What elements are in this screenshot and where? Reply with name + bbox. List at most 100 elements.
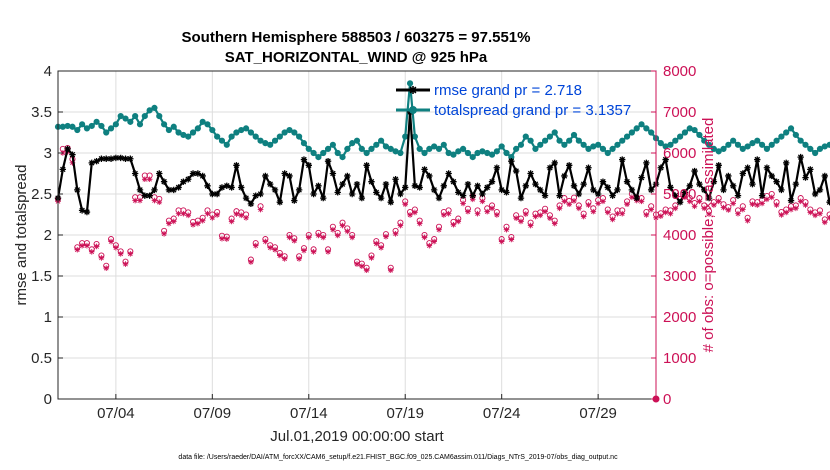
totalspread-point [599,145,607,152]
obs-assimilated-point [566,201,572,208]
totalspread-point [402,133,409,140]
x-tick-label: 07/19 [386,405,424,422]
rmse-point [556,192,563,199]
obs-assimilated-point [672,205,679,212]
totalspread-point [469,154,476,161]
obs-assimilated-point [556,205,563,212]
obs-assimilated-point [768,194,775,201]
totalspread-point [513,145,520,152]
rmse-point [585,164,592,171]
totalspread-point [107,125,115,132]
obs-assimilated-point [214,212,220,218]
rmse-point [83,208,91,216]
totalspread-point [93,118,100,125]
obs-assimilated-point [614,210,621,217]
obs-assimilated-point [397,222,404,229]
totalspread-point [623,133,631,140]
chart-title-line2: SAT_HORIZONTAL_WIND @ 925 hPa [225,49,488,66]
rmse-point [180,178,187,185]
obs-assimilated-point [204,210,211,217]
rmse-point [503,189,510,196]
totalspread-point [305,145,312,152]
totalspread-point [749,140,756,147]
obs-assimilated-point [127,251,134,257]
legend-rmse-marker [409,86,417,94]
obs-assimilated-point [180,210,187,217]
totalspread-point [296,133,303,140]
totalspread-point [754,137,761,144]
obs-assimilated-point [585,202,592,208]
obs-assimilated-point [378,244,384,251]
obs-assimilated-point [330,226,336,233]
rmse-point [315,182,322,189]
rmse-point [209,190,216,198]
totalspread-point [450,151,457,158]
rmse-point [421,166,428,173]
totalspread-point [435,145,443,152]
rmse-point [344,172,351,180]
obs-assimilated-point [170,218,177,225]
obs-assimilated-point [658,213,664,219]
rmse-point [604,184,611,191]
rmse-point [156,170,163,177]
obs-assimilated-point [590,208,597,215]
totalspread-point [677,133,684,140]
totalspread-point [773,137,780,144]
obs-assimilated-point [547,215,553,221]
totalspread-point [797,137,804,144]
x-tick-label: 07/24 [483,405,521,422]
rmse-point [218,184,226,191]
rmse-point [537,186,544,194]
rmse-point [262,172,269,180]
totalspread-point [701,137,708,144]
obs-assimilated-point [445,210,452,217]
totalspread-point [411,133,418,140]
legend-rmse-label: rmse grand pr = 2.718 [434,82,582,99]
totalspread-point [127,118,134,125]
totalspread-point [242,125,250,132]
grid [58,70,656,400]
rmse-point [715,162,722,169]
totalspread-point [758,141,766,148]
obs-assimilated-point [802,202,809,208]
totalspread-point [214,133,221,140]
rmse-point [416,184,423,191]
rmse-point [459,192,467,199]
totalspread-point [160,121,168,128]
totalspread-point [725,141,732,148]
obs-assimilated-point [715,198,722,205]
totalspread-point [416,145,423,152]
obs-assimilated-point [609,216,616,223]
rmse-point [619,156,626,163]
obs-assimilated-point [209,214,216,221]
obs-assimilated-point [161,230,167,237]
obs-assimilated-point [277,252,283,259]
totalspread-point [643,125,650,132]
rmse-point [348,190,356,198]
totalspread-point [672,137,679,144]
obs-assimilated-point [74,246,81,253]
rmse-point [551,159,558,167]
obs-assimilated-point [156,199,163,205]
totalspread-point [117,113,124,120]
obs-assimilated-point [624,201,630,208]
totalspread-point [628,129,635,136]
obs-assimilated-point [132,197,138,204]
rmse-point [382,180,390,188]
rmse-point [705,194,713,202]
obs-assimilated-point [465,208,471,215]
obs-assimilated-point [576,205,582,212]
obs-assimilated-point [359,263,365,269]
totalspread-point [570,131,578,139]
rmse-point [131,170,139,177]
obs-assimilated-point [79,242,85,249]
totalspread-point [551,129,558,136]
rmse-point [599,178,607,185]
totalspread-point [787,125,795,132]
rmse-point [291,197,298,204]
totalspread-point [667,141,674,148]
obs-assimilated-point [696,198,703,205]
rmse-point [580,180,587,188]
totalspread-point [373,141,380,148]
totalspread-point [614,141,621,148]
